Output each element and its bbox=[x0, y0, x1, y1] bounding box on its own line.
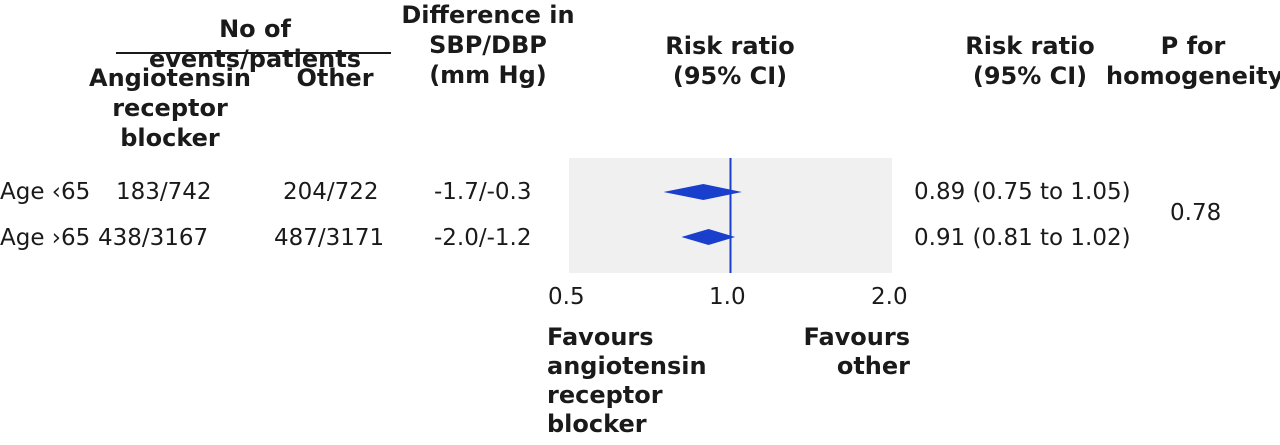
difference-column-header: Difference in SBP/DBP (mm Hg) bbox=[401, 1, 575, 89]
favours-arb-label: Favours angiotensin receptor blocker bbox=[547, 323, 707, 438]
events-group-header: No of events/patients bbox=[148, 15, 361, 73]
row-label: Age ›65 bbox=[0, 225, 91, 251]
events-group-underline bbox=[116, 52, 391, 54]
p-homogeneity-header: P for homogeneity bbox=[1106, 32, 1280, 90]
plot-risk-ratio-header: Risk ratio (95% CI) bbox=[665, 32, 795, 90]
estimate-diamond bbox=[681, 229, 736, 245]
risk-ratio-text: 0.91 (0.81 to 1.02) bbox=[914, 225, 1131, 251]
arb-column-header: Angiotensin receptor blocker bbox=[89, 64, 251, 152]
bp-difference: -2.0/-1.2 bbox=[434, 225, 532, 251]
p-homogeneity-value: 0.78 bbox=[1170, 200, 1222, 226]
x-tick-label: 0.5 bbox=[548, 284, 585, 310]
arb-events: 183/742 bbox=[116, 179, 212, 205]
other-events: 487/3171 bbox=[274, 225, 385, 251]
row-label: Age ‹65 bbox=[0, 179, 91, 205]
x-tick-label: 1.0 bbox=[709, 284, 746, 310]
estimate-diamond bbox=[663, 184, 742, 200]
other-column-header: Other bbox=[296, 64, 374, 92]
other-events: 204/722 bbox=[283, 179, 379, 205]
x-tick-label: 2.0 bbox=[871, 284, 908, 310]
bp-difference: -1.7/-0.3 bbox=[434, 179, 532, 205]
risk-ratio-column-header: Risk ratio (95% CI) bbox=[965, 32, 1095, 90]
risk-ratio-text: 0.89 (0.75 to 1.05) bbox=[914, 179, 1131, 205]
arb-events: 438/3167 bbox=[98, 225, 209, 251]
favours-other-label: Favours other bbox=[803, 323, 910, 380]
